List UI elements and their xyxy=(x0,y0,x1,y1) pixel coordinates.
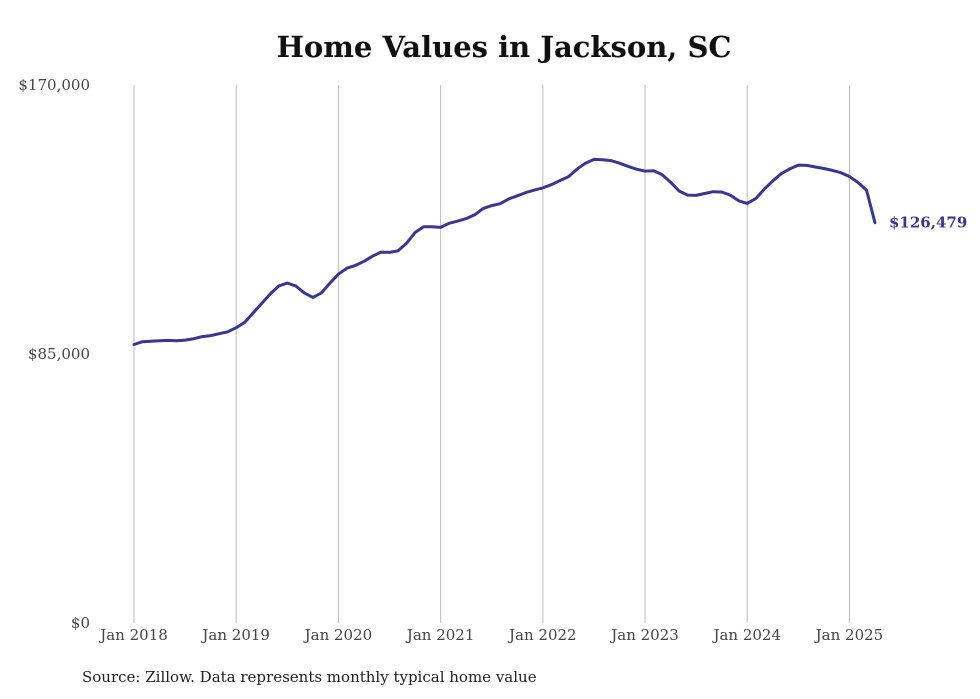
series-line xyxy=(132,157,877,346)
x-tick-label: Jan 2023 xyxy=(609,626,679,644)
chart-title: Home Values in Jackson, SC xyxy=(276,30,732,64)
x-tick-label: Jan 2022 xyxy=(507,626,577,644)
x-tick-label: Jan 2025 xyxy=(814,626,884,644)
y-tick-label: $85,000 xyxy=(28,345,90,363)
x-tick-label: Jan 2019 xyxy=(200,626,270,644)
y-tick-label: $0 xyxy=(71,614,90,632)
x-tick-label: Jan 2020 xyxy=(303,626,373,644)
x-tick-label: Jan 2021 xyxy=(405,626,475,644)
x-tick-label: Jan 2024 xyxy=(711,626,781,644)
end-value-label: $126,479 xyxy=(889,214,967,232)
source-note: Source: Zillow. Data represents monthly … xyxy=(82,668,537,686)
y-tick-label: $170,000 xyxy=(18,76,90,94)
x-tick-label: Jan 2018 xyxy=(98,626,168,644)
